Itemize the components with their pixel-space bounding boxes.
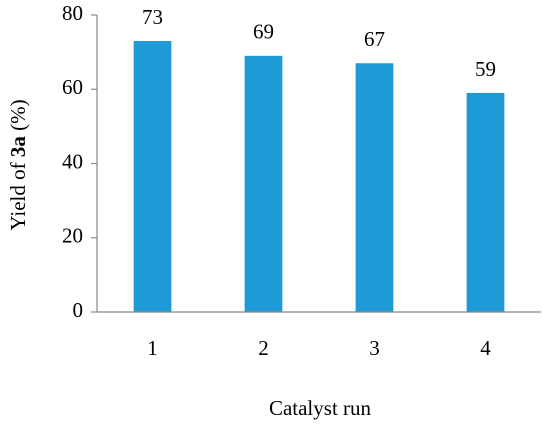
y-axis-title: Yield of 3a (%) [6,99,30,230]
y-axis-title-part: Yield of [6,162,30,230]
y-tick-label: 20 [62,224,83,248]
x-tick-label: 4 [480,336,491,360]
y-tick-label: 80 [62,1,83,25]
bar [466,92,505,313]
bar [355,63,394,313]
y-axis-title-part: 3a [6,136,30,158]
x-tick-label: 2 [258,336,269,360]
y-tick-label: 40 [62,149,83,173]
y-axis-title-part: (%) [6,99,30,130]
bar [133,40,172,313]
data-label: 67 [364,27,385,51]
x-axis-title: Catalyst run [269,396,372,420]
y-tick-label: 0 [73,298,84,322]
x-tick-label: 1 [147,336,158,360]
data-label: 73 [142,5,163,29]
data-label: 69 [253,20,274,44]
x-tick-label: 3 [369,336,380,360]
y-tick-label: 60 [62,75,83,99]
data-label: 59 [475,57,496,81]
bar [244,55,283,313]
